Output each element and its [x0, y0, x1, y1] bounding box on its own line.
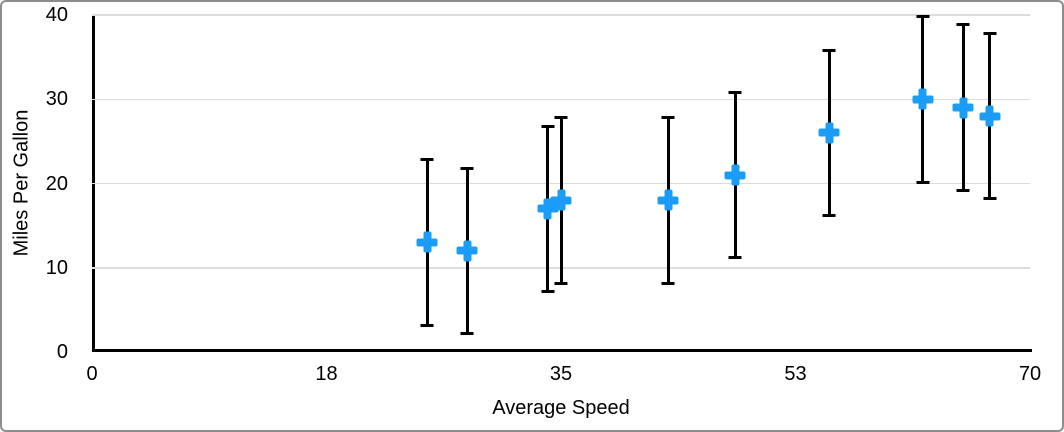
data-point-plus-marker-icon [456, 240, 478, 262]
error-bar-cap-top [956, 23, 970, 27]
data-point-plus-marker-icon [818, 122, 840, 144]
error-bar-cap-top [822, 48, 836, 52]
plot-area [92, 14, 1032, 352]
error-bar-cap-top [661, 116, 675, 120]
data-point-plus-marker-icon [416, 231, 438, 253]
error-bar-cap-bottom [460, 332, 474, 336]
error-bar-cap-top [541, 124, 555, 128]
error-bar-cap-top [916, 15, 930, 18]
marker-bar-vertical [959, 97, 967, 119]
marker-bar-vertical [731, 164, 740, 186]
marker-bar-vertical [543, 198, 552, 220]
error-bar-cap-bottom [822, 214, 836, 218]
x-tick-label: 35 [549, 363, 573, 385]
x-tick-label: 53 [784, 363, 807, 385]
error-bar-cap-top [420, 158, 434, 162]
marker-bar-vertical [985, 105, 994, 127]
y-tick-label: 10 [45, 256, 68, 279]
y-tick-label: 40 [45, 4, 68, 26]
x-tick-label: 0 [86, 363, 98, 385]
gridline [92, 98, 1030, 100]
y-tick-label: 20 [45, 172, 68, 195]
gridline [92, 14, 1030, 16]
marker-bar-vertical [825, 122, 833, 144]
x-axis-line [92, 349, 1032, 352]
data-point-plus-marker-icon [912, 88, 934, 110]
marker-bar-vertical [918, 88, 927, 110]
error-bar-cap-bottom [541, 290, 555, 294]
data-point-plus-marker-icon [537, 198, 559, 220]
error-bar-cap-bottom [661, 281, 675, 285]
error-bar-cap-bottom [956, 188, 970, 192]
marker-bar-vertical [557, 189, 565, 211]
data-point-plus-marker-icon [550, 189, 572, 211]
data-point-plus-marker-icon [952, 97, 974, 119]
error-bar-cap-bottom [983, 197, 997, 201]
y-tick-label: 30 [45, 88, 68, 111]
error-bar-cap-bottom [728, 256, 742, 260]
error-bar-cap-bottom [554, 281, 568, 285]
data-point-plus-marker-icon [657, 189, 679, 211]
x-tick-label: 18 [315, 363, 338, 385]
error-bar-cap-top [983, 31, 997, 35]
error-bar-cap-top [460, 166, 474, 170]
data-point-plus-marker-icon [979, 105, 1001, 127]
y-tick-label: 0 [56, 341, 68, 363]
x-tick-label: 70 [1018, 363, 1042, 385]
error-bar-cap-bottom [420, 323, 434, 327]
data-point-plus-marker-icon [724, 164, 746, 186]
x-axis-title: Average Speed [492, 397, 630, 419]
marker-bar-vertical [664, 189, 673, 211]
marker-bar-vertical [423, 231, 431, 253]
error-bar-cap-top [554, 116, 568, 120]
error-bar-cap-bottom [916, 180, 930, 184]
error-bar-cap-top [728, 90, 742, 94]
marker-bar-vertical [463, 240, 472, 262]
